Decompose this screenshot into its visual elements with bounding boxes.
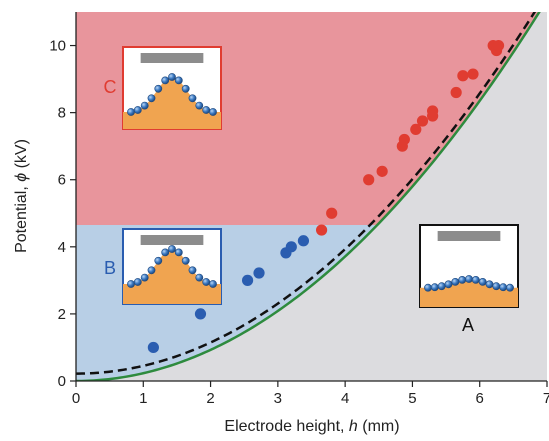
floating-bead: [161, 248, 170, 257]
floating-bead: [437, 282, 446, 291]
y-tick-label: 2: [58, 306, 66, 323]
floating-bead: [140, 273, 149, 282]
liquid-bath: [123, 77, 221, 129]
inset-b: [122, 228, 222, 305]
floating-bead: [195, 101, 204, 110]
y-tick-label: 6: [58, 172, 66, 189]
axis-label-text: Potential,: [13, 182, 30, 253]
y-tick-label: 8: [58, 105, 66, 122]
floating-bead: [209, 108, 217, 116]
floating-bead: [209, 280, 217, 288]
floating-bead: [195, 273, 204, 282]
floating-bead: [127, 108, 135, 116]
floating-bead: [133, 278, 142, 286]
liquid-bath: [123, 249, 221, 304]
floating-bead: [458, 276, 467, 284]
floating-bead: [168, 73, 176, 81]
electrode-plate: [140, 235, 204, 245]
region-label-c: C: [104, 77, 117, 97]
inset-c: [122, 46, 222, 130]
floating-bead: [127, 280, 135, 288]
y-ticks: 0 2 4 6 8 10: [49, 38, 76, 390]
data-point-series1-0: [315, 224, 328, 236]
x-tick-label: 6: [476, 390, 484, 407]
data-point-series1-11: [457, 70, 469, 82]
fit-curve-solid: [76, 12, 541, 381]
x-tick-label: 4: [341, 390, 349, 407]
data-point-series1-3: [376, 165, 388, 177]
floating-bead: [154, 84, 163, 93]
y-tick-label: 0: [58, 373, 66, 390]
floating-bead: [161, 76, 170, 85]
data-point-series1-6: [410, 123, 422, 136]
data-point-series0-6: [297, 235, 310, 247]
data-points: [147, 39, 505, 354]
data-point-series0-5: [285, 241, 297, 253]
data-point-series0-1: [194, 308, 207, 320]
region-label-b: B: [104, 258, 116, 278]
floating-bead: [492, 282, 501, 291]
axis-label-variable: h: [349, 418, 358, 435]
floating-bead: [465, 275, 473, 283]
plot-area: [76, 12, 547, 381]
data-point-series1-5: [398, 133, 410, 146]
x-tick-label: 1: [139, 390, 147, 407]
floating-bead: [168, 245, 176, 253]
data-point-series0-2: [241, 274, 254, 286]
x-tick-label: 2: [206, 390, 214, 407]
data-point-series1-12: [467, 68, 479, 80]
inset-a: [419, 224, 519, 308]
data-point-series1-15: [492, 39, 505, 52]
floating-bead: [147, 266, 156, 275]
fit-curve-dashed: [76, 12, 537, 375]
floating-bead: [147, 94, 156, 103]
floating-bead: [140, 101, 149, 110]
region-label-a: A: [462, 315, 474, 335]
floating-bead: [154, 256, 163, 265]
x-ticks: 0 1 2 3 4 5 6 7: [72, 381, 549, 407]
y-tick-label: 10: [49, 38, 66, 55]
x-tick-label: 0: [72, 390, 80, 407]
axis-label-unit: (mm): [358, 418, 400, 435]
data-point-series1-9: [427, 110, 439, 122]
data-point-series1-2: [363, 174, 375, 186]
y-axis-label: Potential, ϕ (kV): [13, 139, 30, 253]
floating-bead: [174, 76, 183, 85]
floating-bead: [202, 106, 211, 114]
floating-bead: [506, 283, 514, 292]
floating-bead: [188, 94, 197, 103]
floating-bead: [451, 278, 460, 286]
data-point-series1-7: [416, 115, 429, 127]
data-point-series1-10: [450, 86, 462, 99]
floating-bead: [181, 256, 190, 265]
floating-bead: [133, 106, 142, 114]
floating-bead: [188, 266, 197, 275]
floating-bead: [174, 248, 183, 257]
data-point-series1-1: [326, 207, 338, 219]
x-axis-label: Electrode height, h (mm): [224, 418, 399, 435]
floating-bead: [181, 84, 190, 93]
floating-bead: [499, 283, 508, 292]
data-point-series0-0: [147, 341, 159, 354]
floating-bead: [478, 278, 487, 286]
data-point-series0-3: [253, 267, 265, 279]
y-tick-label: 4: [58, 239, 66, 256]
electrode-plate: [140, 53, 204, 63]
axis-label-text: Electrode height,: [224, 418, 349, 435]
floating-bead: [424, 283, 432, 292]
floating-bead: [202, 278, 211, 286]
axis-label-variable: ϕ: [13, 173, 30, 182]
axis-label-unit: (kV): [13, 139, 30, 173]
floating-bead: [430, 283, 439, 292]
x-tick-label: 7: [543, 390, 549, 407]
x-tick-label: 3: [274, 390, 282, 407]
floating-bead: [471, 276, 480, 284]
electrode-plate: [437, 231, 501, 241]
x-tick-label: 5: [408, 390, 416, 407]
floating-bead: [485, 280, 494, 289]
floating-bead: [444, 280, 453, 289]
